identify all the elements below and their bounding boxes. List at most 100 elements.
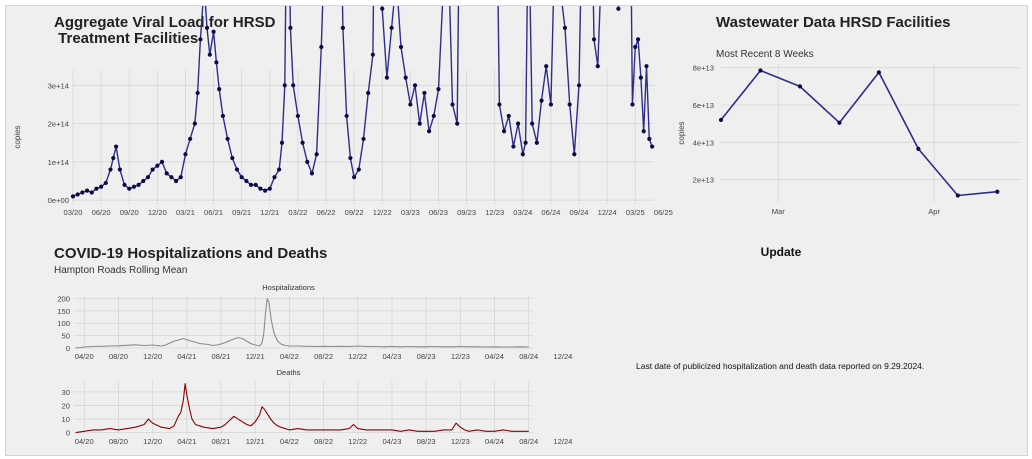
data-point — [431, 113, 436, 119]
data-point — [436, 87, 441, 92]
y-tick-label: 2e+13 — [693, 176, 714, 185]
data-point — [572, 152, 577, 157]
x-tick-label: 12/21 — [246, 437, 265, 446]
x-tick-label: 09/24 — [570, 208, 589, 217]
data-point — [591, 37, 597, 42]
data-point — [344, 113, 349, 119]
x-tick-label: 03/25 — [626, 208, 645, 217]
y-tick-label: 30 — [62, 388, 70, 397]
data-point — [380, 6, 385, 11]
series-line — [75, 297, 529, 349]
data-point — [511, 144, 516, 149]
facet-title: Hospitalizations — [262, 283, 315, 292]
x-tick-label: 09/20 — [120, 208, 139, 217]
data-point — [145, 175, 151, 180]
data-point — [595, 64, 600, 69]
data-point — [159, 159, 165, 164]
data-point — [279, 140, 285, 145]
x-tick-label: 04/22 — [280, 437, 299, 446]
data-point — [576, 83, 582, 88]
x-tick-label: 08/22 — [314, 437, 333, 446]
data-point — [150, 167, 155, 172]
data-point — [220, 113, 226, 119]
data-point — [267, 186, 272, 191]
data-point — [638, 75, 643, 80]
x-tick-label: 12/20 — [143, 352, 162, 361]
data-point — [548, 102, 554, 107]
data-point — [352, 175, 357, 180]
x-tick-label: 12/23 — [485, 208, 504, 217]
y-tick-label: 0e+00 — [48, 196, 69, 205]
x-tick-label: 04/24 — [485, 352, 504, 361]
data-point — [412, 83, 418, 88]
x-tick-label: 03/21 — [176, 208, 195, 217]
data-point — [534, 140, 539, 145]
update-text: Last date of publicized hospitalization … — [636, 361, 925, 371]
data-point — [389, 25, 394, 30]
data-point — [398, 44, 404, 50]
data-point — [94, 186, 99, 191]
update-title: Update — [761, 245, 802, 259]
y-tick-label: 2e+14 — [48, 120, 69, 129]
y-axis-label: copies — [13, 125, 22, 148]
x-tick-label: 12/23 — [451, 352, 470, 361]
x-tick-label: 08/21 — [212, 437, 231, 446]
data-point — [616, 6, 621, 11]
data-point — [422, 90, 427, 96]
data-point — [225, 136, 230, 142]
data-point — [516, 121, 521, 126]
x-tick-label: 03/22 — [288, 208, 307, 217]
data-point — [248, 182, 254, 187]
data-point — [282, 83, 287, 88]
data-point — [122, 182, 127, 187]
y-tick-label: 8e+13 — [693, 64, 714, 73]
data-point — [211, 29, 216, 34]
x-tick-label: 12/21 — [260, 208, 279, 217]
data-point — [523, 140, 528, 145]
data-point — [635, 37, 641, 42]
data-point — [876, 70, 881, 75]
y-tick-label: 50 — [62, 332, 70, 341]
dashboard-canvas: Aggregate Viral Load for HRSD Treatment … — [13, 6, 1021, 446]
data-point — [408, 102, 413, 107]
data-point — [263, 188, 268, 193]
x-tick-label: 04/21 — [177, 352, 196, 361]
x-tick-label: 12/22 — [373, 208, 392, 217]
facet-title: Deaths — [277, 368, 301, 377]
data-point — [995, 189, 1000, 194]
x-tick-label: 12/20 — [148, 208, 167, 217]
hospitalizations-chart: 0 50 100 150 200 04/20 08/20 12/20 04/21 08/21 12/… — [57, 283, 572, 361]
data-point — [340, 25, 345, 30]
y-tick-label: 200 — [57, 294, 70, 303]
data-point — [234, 167, 240, 172]
y-tick-label: 1e+14 — [48, 158, 69, 167]
x-tick-label: 09/22 — [345, 208, 364, 217]
data-point — [633, 44, 638, 50]
data-point — [370, 52, 375, 57]
dashboard: Aggregate Viral Load for HRSD Treatment … — [5, 5, 1028, 456]
data-point — [253, 182, 258, 187]
data-point — [127, 186, 132, 191]
x-tick-label: 12/20 — [143, 437, 162, 446]
data-point — [111, 155, 116, 161]
data-point — [136, 182, 141, 187]
x-tick-label: Apr — [928, 207, 940, 216]
data-point — [506, 113, 511, 119]
data-point — [426, 129, 432, 134]
data-point — [356, 167, 361, 172]
y-tick-label: 3e+14 — [48, 81, 69, 90]
x-tick-label: 08/24 — [519, 437, 538, 446]
x-tick-label: 06/21 — [204, 208, 223, 217]
wastewater-subtitle: Most Recent 8 Weeks — [716, 49, 814, 60]
data-point — [195, 90, 200, 96]
x-tick-label: 04/23 — [382, 352, 401, 361]
data-point — [141, 178, 146, 184]
x-tick-label: 06/20 — [92, 208, 111, 217]
data-point — [291, 83, 296, 88]
x-tick-label: 08/24 — [519, 352, 538, 361]
x-tick-label: 04/22 — [280, 352, 299, 361]
x-tick-label: 12/22 — [348, 437, 367, 446]
data-point — [169, 175, 174, 180]
data-point — [630, 102, 635, 107]
data-point — [272, 175, 277, 180]
